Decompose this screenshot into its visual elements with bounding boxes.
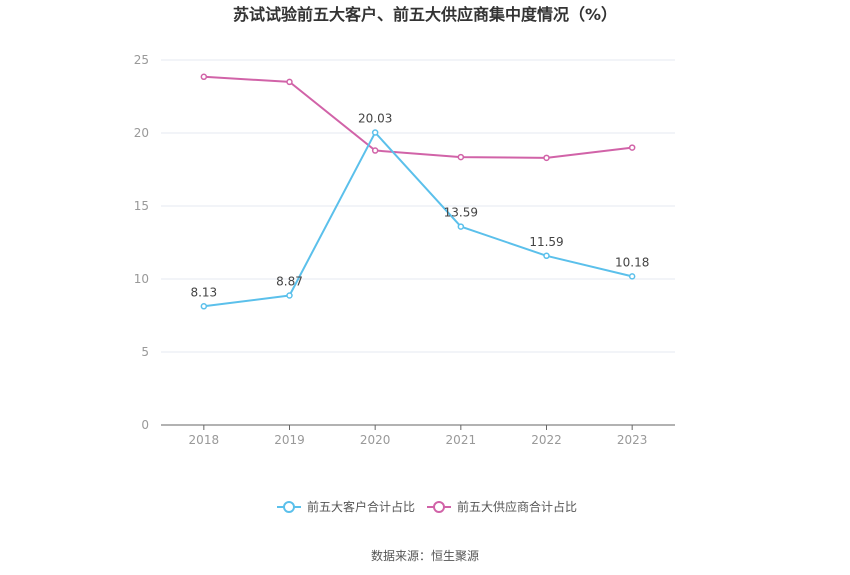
- data-point: [628, 273, 636, 280]
- data-point: [371, 147, 379, 154]
- axes: 0 5 10 15 20 25 2018 2019 2020 2021 2022 2023: [134, 53, 675, 447]
- data-label: 8.87: [276, 274, 303, 288]
- data-point: [457, 223, 465, 230]
- series-line: [203, 131, 633, 308]
- data-labels: 8.13 8.87 20.03 13.59 11.59 10.18: [190, 112, 649, 300]
- data-label: 20.03: [358, 112, 392, 126]
- data-label: 10.18: [615, 255, 649, 269]
- data-point: [286, 78, 293, 86]
- data-point: [286, 292, 293, 299]
- grid-lines: [161, 59, 675, 353]
- x-tick-label: 2022: [531, 433, 562, 447]
- y-tick-label: 15: [134, 199, 149, 213]
- legend-marker: [283, 501, 295, 513]
- legend-label: 前五大客户合计占比: [307, 499, 415, 514]
- x-tick-label: 2020: [360, 433, 391, 447]
- y-tick-label: 25: [134, 53, 149, 67]
- x-tick-label: 2019: [274, 433, 305, 447]
- data-point: [543, 252, 550, 260]
- legend-marker: [433, 501, 445, 513]
- y-tick-label: 0: [141, 418, 149, 432]
- legend: 前五大客户合计占比 前五大供应商合计占比: [277, 499, 577, 514]
- data-label: 8.13: [190, 285, 217, 299]
- x-tick-label: 2021: [446, 433, 477, 447]
- data-point: [200, 303, 208, 310]
- data-point: [628, 144, 636, 151]
- chart-title: 苏试试验前五大客户、前五大供应商集中度情况（%）: [233, 5, 617, 24]
- data-point: [371, 129, 379, 136]
- x-tick-label: 2018: [189, 433, 220, 447]
- data-label: 11.59: [529, 235, 563, 249]
- y-tick-label: 10: [134, 272, 149, 286]
- data-point: [200, 73, 208, 81]
- legend-label: 前五大供应商合计占比: [457, 499, 577, 514]
- series-lines: [200, 73, 636, 310]
- data-point: [457, 153, 465, 161]
- y-tick-label: 5: [141, 345, 149, 359]
- x-tick-label: 2023: [617, 433, 648, 447]
- data-label: 13.59: [444, 206, 478, 220]
- source-note: 数据来源：恒生聚源: [371, 548, 479, 563]
- data-point: [543, 154, 550, 162]
- y-tick-label: 20: [134, 126, 149, 140]
- series-line: [203, 75, 633, 159]
